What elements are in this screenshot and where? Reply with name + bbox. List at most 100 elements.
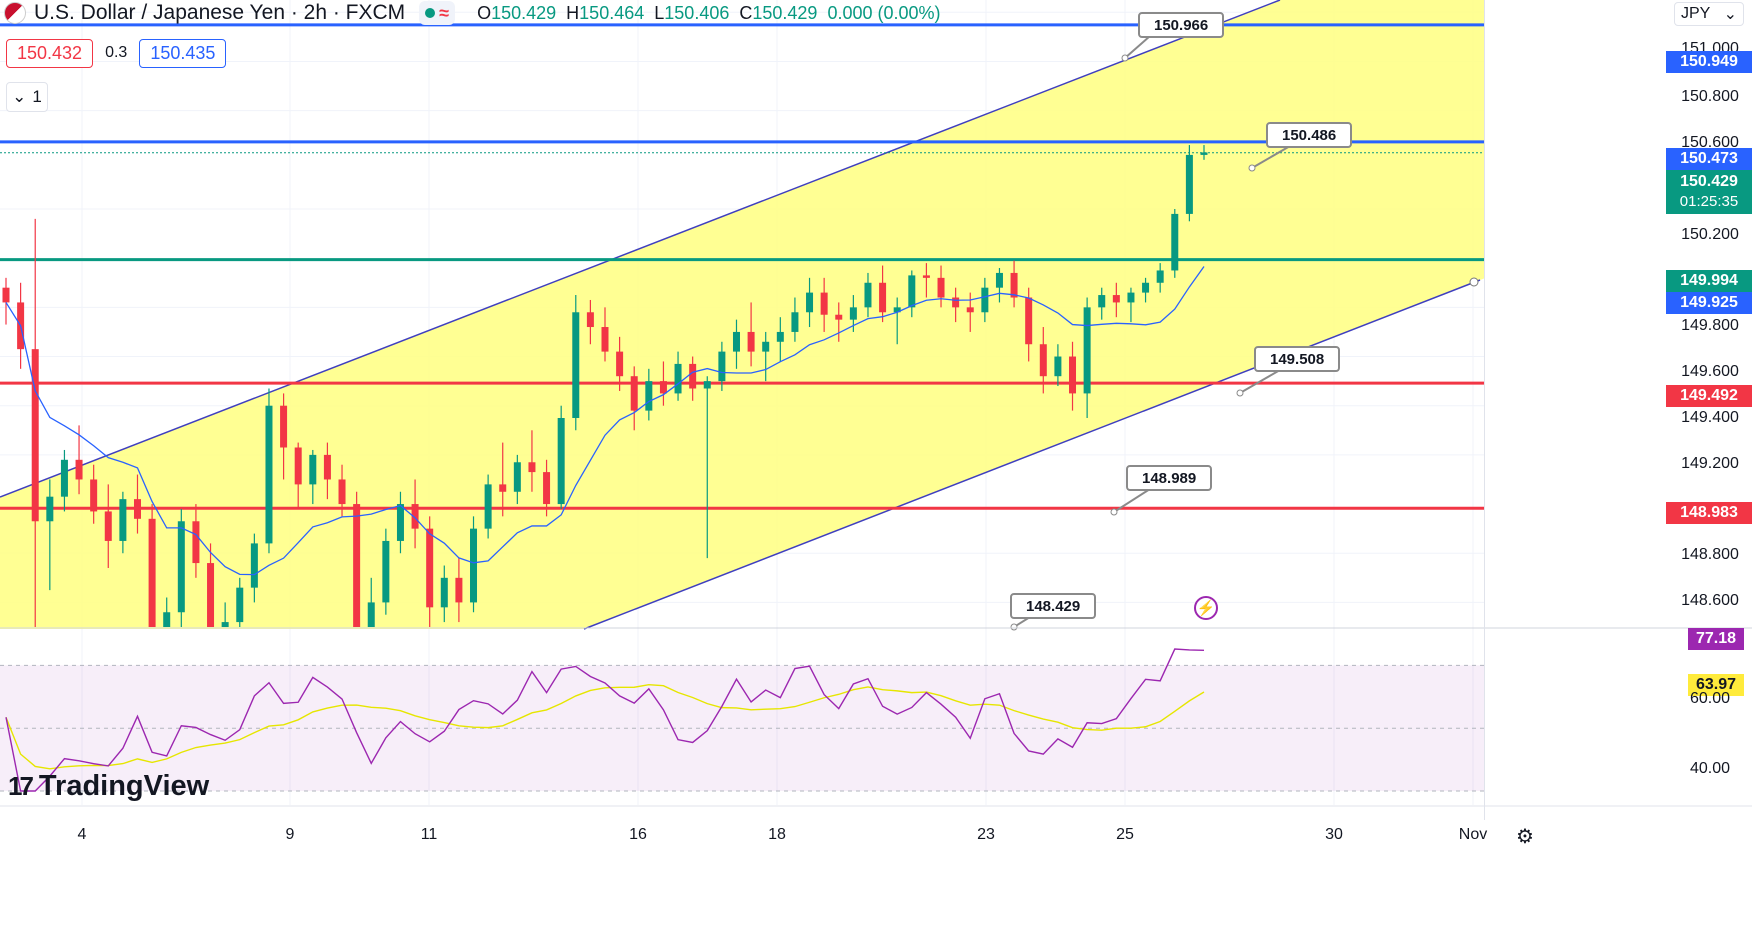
price-tick: 149.400 <box>1681 409 1739 426</box>
price-label-level[interactable]: 149.994 <box>1666 270 1752 292</box>
candle <box>236 577 244 627</box>
candle <box>981 277 989 323</box>
candle <box>396 491 404 554</box>
price-tick: 149.200 <box>1681 455 1739 472</box>
candle <box>163 597 171 627</box>
candle-body <box>849 307 857 320</box>
market-status-pill[interactable]: ≈ <box>419 1 456 25</box>
price-tick: 148.800 <box>1681 546 1739 563</box>
alert-bolt-icon[interactable]: ⚡ <box>1194 596 1218 620</box>
price-label-level[interactable]: 149.492 <box>1666 385 1752 407</box>
candle <box>893 297 901 345</box>
chart-axes <box>0 0 1752 820</box>
price-tick: 149.600 <box>1681 363 1739 380</box>
candle <box>1069 341 1077 411</box>
last-price-label[interactable]: 150.429 01:25:35 <box>1666 170 1752 214</box>
price-callout[interactable]: 150.486 <box>1266 122 1353 148</box>
market-open-icon <box>425 8 436 18</box>
candle <box>732 319 740 369</box>
buy-price-button[interactable]: 150.435 <box>139 38 227 68</box>
time-tick: 23 <box>977 826 995 843</box>
candle <box>543 459 551 517</box>
chart-header: U.S. Dollar / Japanese Yen · 2h · FXCM ≈… <box>0 0 941 26</box>
candle <box>659 361 667 406</box>
candle <box>46 479 54 591</box>
price-callout[interactable]: 150.966 <box>1138 12 1225 38</box>
moving-average-line <box>5 266 1205 576</box>
indicators-toggle-button[interactable]: ⌄ 1 <box>6 82 48 112</box>
candle-body <box>966 307 974 313</box>
candle-body <box>820 292 828 315</box>
candle-body <box>732 331 740 352</box>
candle-body <box>148 518 156 627</box>
candle <box>1098 287 1106 320</box>
rsi-line <box>5 648 1205 792</box>
settings-gear-icon[interactable]: ⚙ <box>1516 826 1534 848</box>
candle-body <box>411 504 419 529</box>
price-tick: 148.600 <box>1681 592 1739 609</box>
price-callout[interactable]: 148.429 <box>1010 593 1097 619</box>
price-label-ma[interactable]: 149.925 <box>1666 292 1752 314</box>
candle-body <box>659 381 667 394</box>
candle-body <box>645 381 653 411</box>
candle-body <box>806 292 814 313</box>
rsi-tick: 40.00 <box>1689 760 1731 777</box>
candle-body <box>250 543 258 588</box>
price-callout[interactable]: 149.508 <box>1254 346 1341 372</box>
candle <box>1025 287 1033 362</box>
candle <box>762 331 770 382</box>
time-tick: 4 <box>77 826 87 843</box>
sell-price-button[interactable]: 150.432 <box>6 38 94 68</box>
bar-countdown: 01:25:35 <box>1679 193 1739 210</box>
rsi-band <box>0 665 1484 791</box>
candle <box>338 464 346 517</box>
candle <box>630 366 638 431</box>
price-tick: 150.800 <box>1681 88 1739 105</box>
candle <box>294 442 302 509</box>
candle-body <box>630 376 638 411</box>
candle-body <box>338 479 346 505</box>
candle <box>1054 344 1062 387</box>
candle <box>557 405 565 509</box>
candle-body <box>762 341 770 352</box>
bid-ask-panel: 150.432 0.3 150.435 <box>6 38 227 68</box>
candle-body <box>163 612 171 627</box>
candle <box>1083 297 1091 418</box>
candle <box>864 272 872 318</box>
candle-body <box>528 462 536 473</box>
price-label-level[interactable]: 150.473 <box>1666 148 1752 170</box>
candle <box>1185 145 1193 222</box>
price-tick: 149.800 <box>1681 317 1739 334</box>
candle-body <box>484 484 492 529</box>
candle-body <box>1083 307 1091 394</box>
candle <box>645 368 653 421</box>
candle-body <box>294 447 302 485</box>
channel-lower-line <box>583 279 1481 630</box>
price-label-level[interactable]: 148.983 <box>1666 502 1752 524</box>
candle <box>586 299 594 345</box>
time-tick: 16 <box>629 826 647 843</box>
candle <box>718 341 726 391</box>
tradingview-logo[interactable]: 17 TradingView <box>8 770 210 802</box>
price-label-level[interactable]: 150.949 <box>1666 51 1752 73</box>
candle-body <box>513 462 521 492</box>
candle <box>221 602 229 627</box>
candle <box>616 336 624 391</box>
currency-selector[interactable]: JPY ⌄ <box>1674 2 1744 26</box>
candle-body <box>616 351 624 377</box>
candle-body <box>309 454 317 485</box>
candle <box>440 565 448 623</box>
candle-body <box>1010 272 1018 298</box>
candle <box>776 317 784 362</box>
price-callout[interactable]: 148.989 <box>1126 465 1213 491</box>
candle-body <box>280 405 288 448</box>
candle-body <box>747 331 755 352</box>
time-tick: 9 <box>285 826 295 843</box>
candle <box>323 442 331 500</box>
candle <box>31 218 39 627</box>
callout-anchor <box>1236 389 1244 397</box>
candle-body <box>1069 356 1077 394</box>
candle-body <box>557 418 565 505</box>
symbol-title[interactable]: U.S. Dollar / Japanese Yen · 2h · FXCM <box>34 1 406 24</box>
